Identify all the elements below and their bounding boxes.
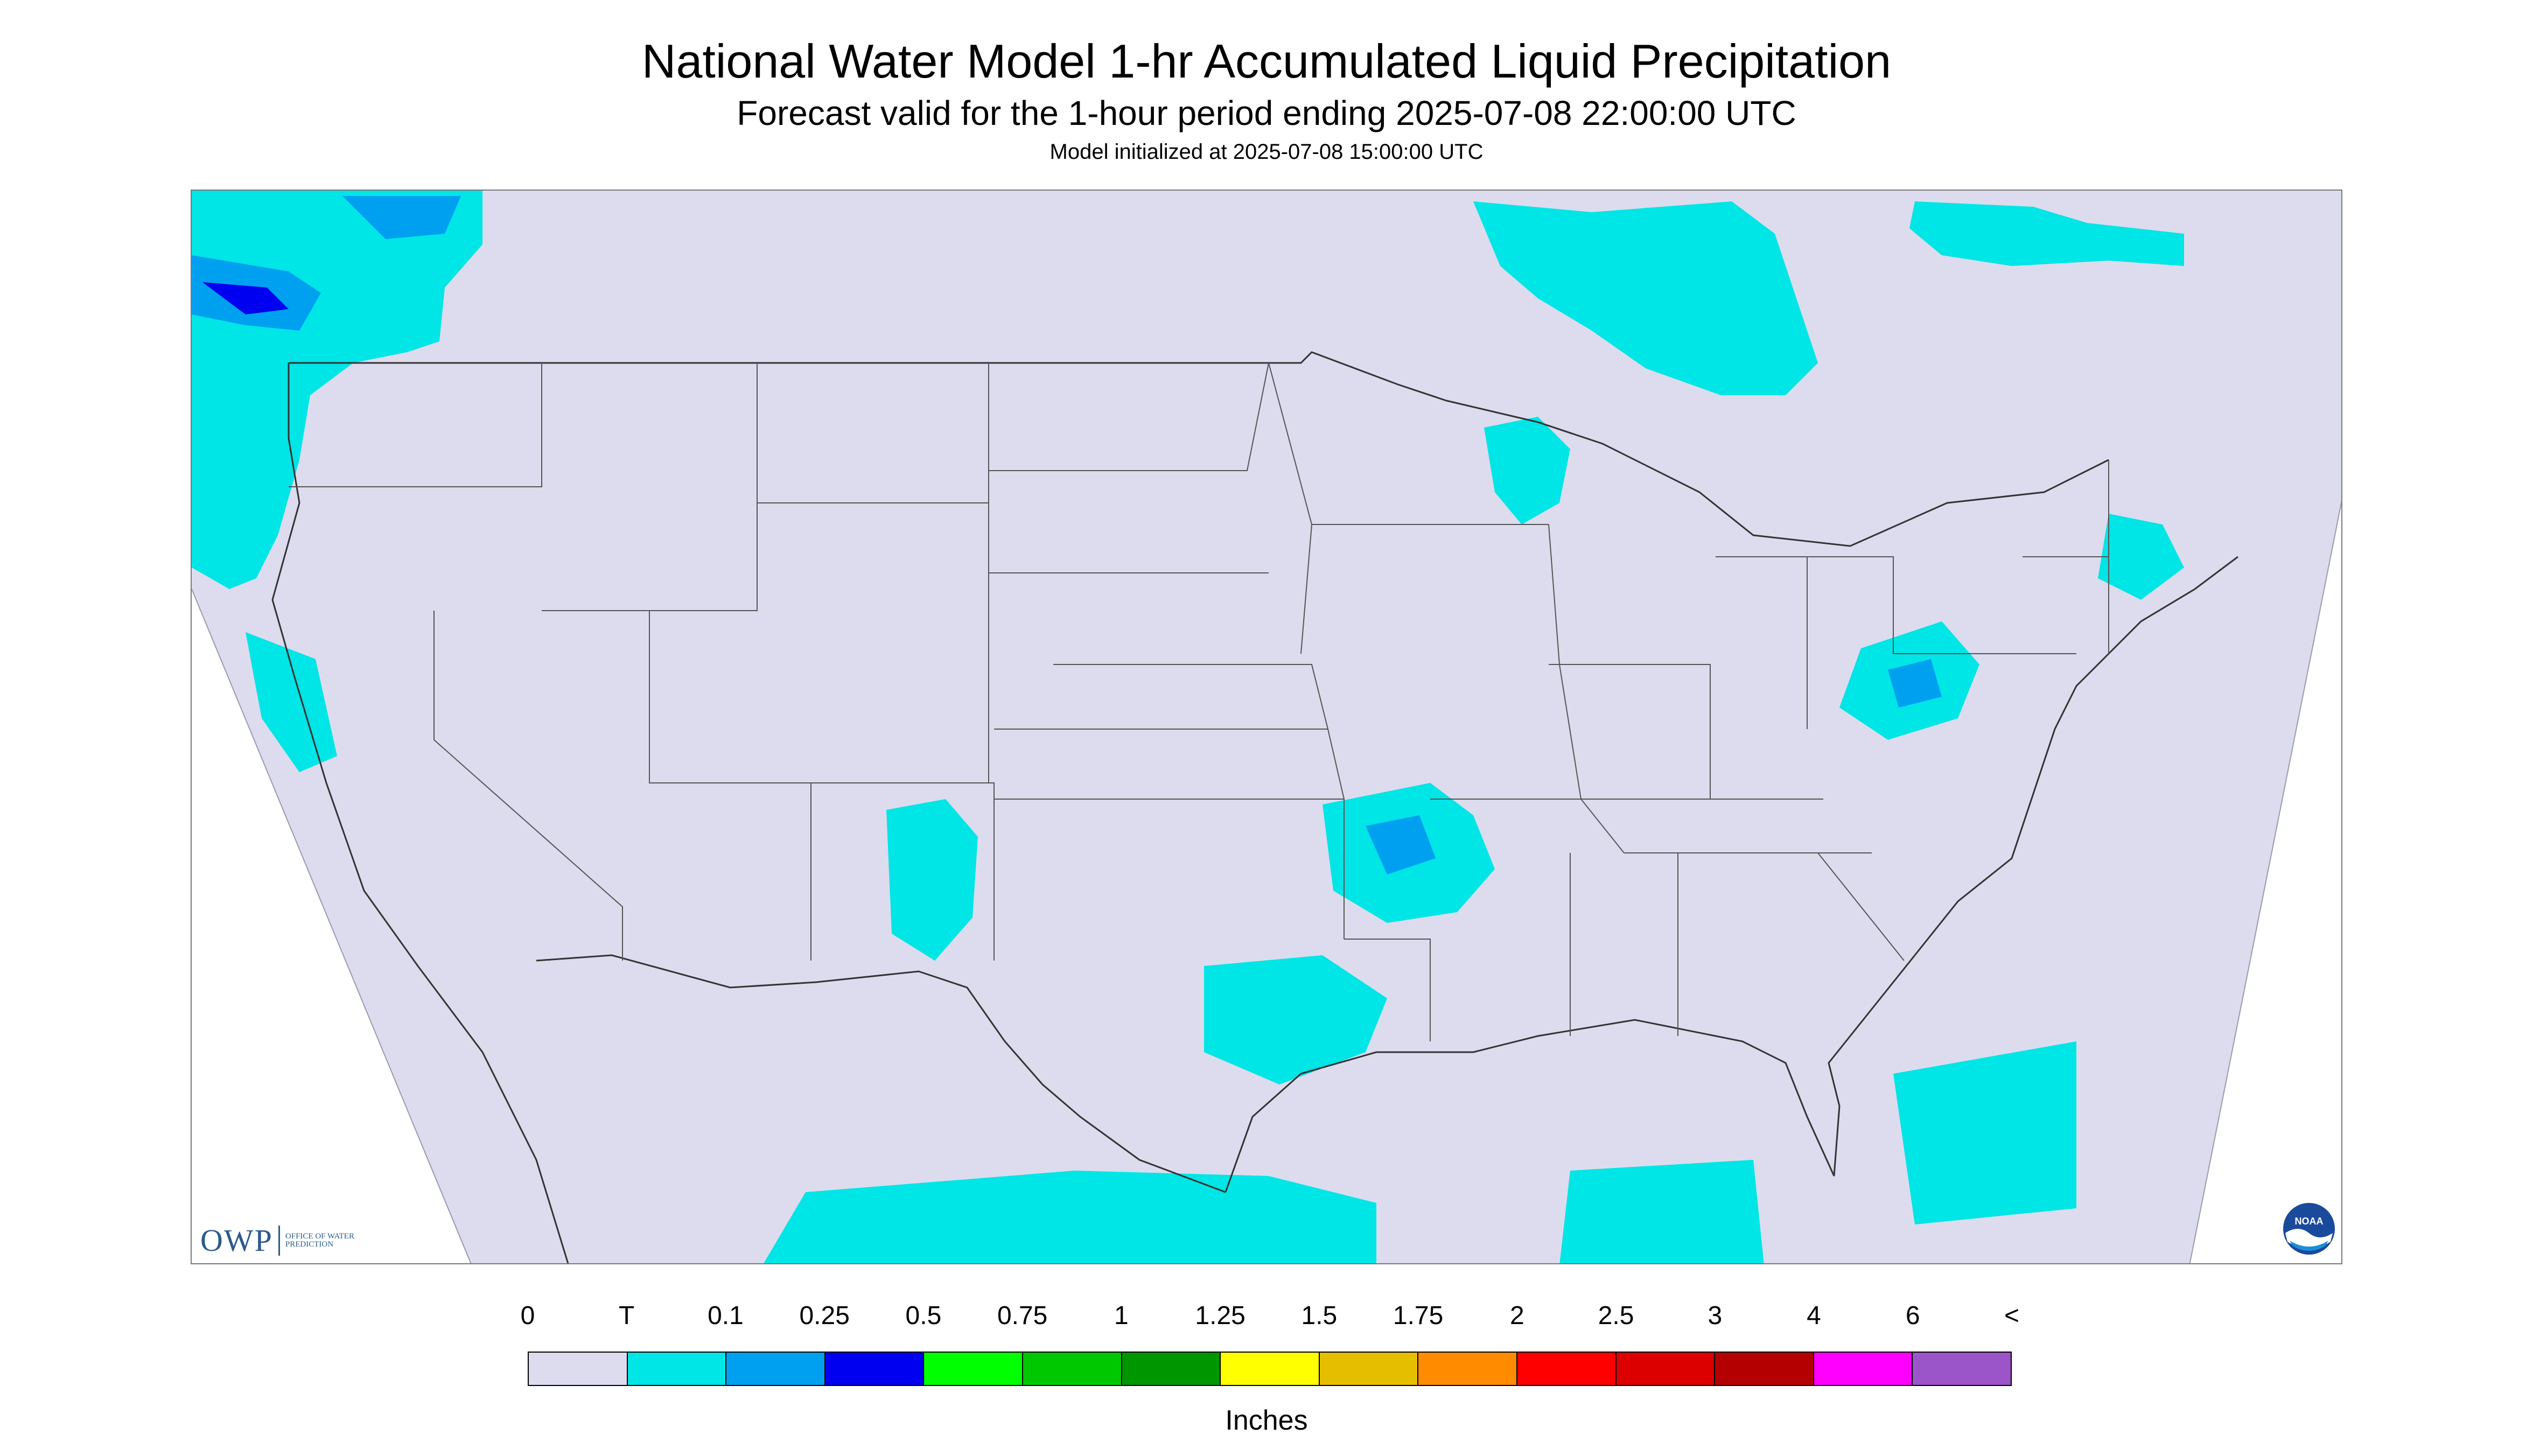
owp-logo-mark: OWP	[200, 1223, 273, 1258]
legend-label: 1.5	[1301, 1301, 1338, 1330]
atlantic-coastline	[1914, 556, 2238, 956]
pacific-coastline	[271, 363, 569, 1263]
model-domain-area	[192, 191, 2341, 1263]
precip-area-upper-midwest	[1484, 417, 1570, 524]
precipitation-map	[191, 190, 2342, 1264]
legend-swatch	[1122, 1353, 1221, 1385]
precip-cell-bc-north	[342, 196, 461, 239]
model-init-time: Model initialized at 2025-07-08 15:00:00…	[1049, 140, 1484, 164]
international-borders	[271, 351, 2238, 1263]
legend-label: 4	[1807, 1301, 1821, 1330]
precip-area-southern-plains	[1204, 955, 1387, 1084]
precip-cell-vancouver	[202, 282, 289, 314]
legend-swatch	[1418, 1353, 1517, 1385]
precip-cell-pennsylvania	[1888, 659, 1942, 708]
chart-subtitle: Forecast valid for the 1-hour period end…	[737, 94, 1796, 132]
chart-title: National Water Model 1-hr Accumulated Li…	[641, 34, 1892, 88]
precip-max-cells	[202, 282, 289, 314]
legend-label: T	[619, 1301, 635, 1330]
precip-area-hudson-bay	[1473, 201, 1818, 395]
domain-edges	[192, 500, 2341, 1263]
owp-logo: OWP OFFICE OF WATER PREDICTION	[200, 1222, 366, 1258]
precip-area-new-england	[2098, 514, 2184, 600]
legend-label: 0	[520, 1301, 535, 1330]
legend-swatch	[825, 1353, 925, 1385]
legend-label: 1.25	[1195, 1301, 1245, 1330]
legend-swatch	[529, 1353, 628, 1385]
legend-label: 1.75	[1393, 1301, 1444, 1330]
legend-labels: 0 T 0.1 0.25 0.5 0.75 1 1.25 1.5 1.75 2 2.5 3 4 6 <	[0, 1303, 2533, 1335]
legend-label: <	[2004, 1301, 2020, 1330]
owp-logo-divider	[278, 1225, 280, 1256]
legend-label: 1	[1114, 1301, 1129, 1330]
legend-swatch	[1221, 1353, 1320, 1385]
legend-label: 3	[1708, 1301, 1723, 1330]
legend-label: 2	[1509, 1301, 1524, 1330]
legend-swatch	[1319, 1353, 1419, 1385]
legend-colorbar	[528, 1352, 2012, 1386]
legend-swatch	[1616, 1353, 1716, 1385]
state-borders	[289, 362, 2109, 1041]
legend-swatch	[1517, 1353, 1617, 1385]
legend-swatch	[1023, 1353, 1122, 1385]
precip-area-pacific-offshore	[246, 632, 337, 772]
precip-area-gulf	[1559, 1160, 1764, 1263]
noaa-logo-text: NOAA	[2295, 1216, 2324, 1227]
legend-label: 0.1	[708, 1301, 744, 1330]
noaa-logo: NOAA	[2282, 1202, 2336, 1256]
legend-swatch	[726, 1353, 825, 1385]
legend-label: 2.5	[1598, 1301, 1634, 1330]
precip-areas	[192, 191, 2184, 1263]
legend-label: 6	[1905, 1301, 1920, 1330]
legend-label: 0.25	[799, 1301, 850, 1330]
legend-units: Inches	[1225, 1405, 1308, 1436]
precip-area-quebec	[1909, 201, 2184, 266]
precip-cell-missouri	[1366, 815, 1436, 874]
precip-area-western-atlantic	[1893, 1041, 2076, 1224]
legend-swatch	[1715, 1353, 1814, 1385]
legend-swatch	[1814, 1353, 1913, 1385]
legend-swatch	[1913, 1353, 2011, 1385]
legend-label: 0.75	[997, 1301, 1048, 1330]
legend-label: 0.5	[905, 1301, 942, 1330]
precip-area-four-corners	[886, 799, 978, 961]
owp-logo-name: OFFICE OF WATER PREDICTION	[285, 1231, 354, 1249]
legend-swatch	[627, 1353, 727, 1385]
precip-area-mexico	[764, 1171, 1376, 1263]
legend-swatch	[924, 1353, 1023, 1385]
canada-us-border	[289, 351, 2109, 547]
gulf-coastline	[1224, 955, 1916, 1193]
us-mexico-border	[536, 954, 1226, 1193]
